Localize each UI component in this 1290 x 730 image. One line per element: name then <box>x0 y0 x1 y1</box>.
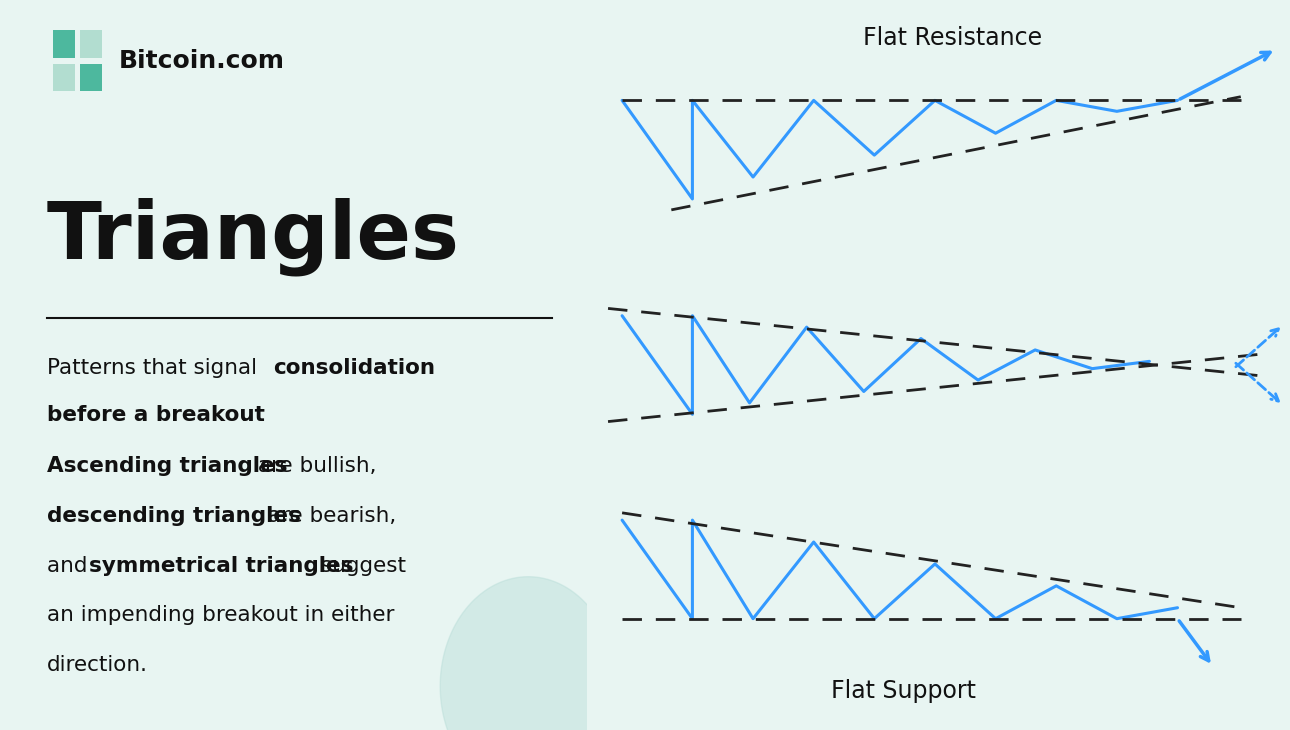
Text: before a breakout: before a breakout <box>46 405 264 425</box>
FancyBboxPatch shape <box>80 30 102 58</box>
FancyBboxPatch shape <box>53 64 75 91</box>
Text: .: . <box>241 405 248 425</box>
Text: Bitcoin.com: Bitcoin.com <box>119 49 285 72</box>
Text: symmetrical triangles: symmetrical triangles <box>89 556 353 575</box>
FancyBboxPatch shape <box>80 64 102 91</box>
Text: Flat Support: Flat Support <box>831 679 975 703</box>
Text: Flat Resistance: Flat Resistance <box>863 26 1042 50</box>
Text: Triangles: Triangles <box>46 197 461 276</box>
Text: Patterns that signal: Patterns that signal <box>46 358 264 377</box>
Text: descending triangles: descending triangles <box>46 506 301 526</box>
FancyBboxPatch shape <box>53 30 75 58</box>
Text: suggest: suggest <box>313 556 406 575</box>
Text: are bullish,: are bullish, <box>252 456 377 476</box>
Text: and: and <box>46 556 94 575</box>
Text: consolidation: consolidation <box>273 358 435 377</box>
Text: direction.: direction. <box>46 655 148 675</box>
Text: Ascending triangles: Ascending triangles <box>46 456 288 476</box>
Text: an impending breakout in either: an impending breakout in either <box>46 605 395 625</box>
Text: are bearish,: are bearish, <box>261 506 396 526</box>
Polygon shape <box>440 577 617 730</box>
